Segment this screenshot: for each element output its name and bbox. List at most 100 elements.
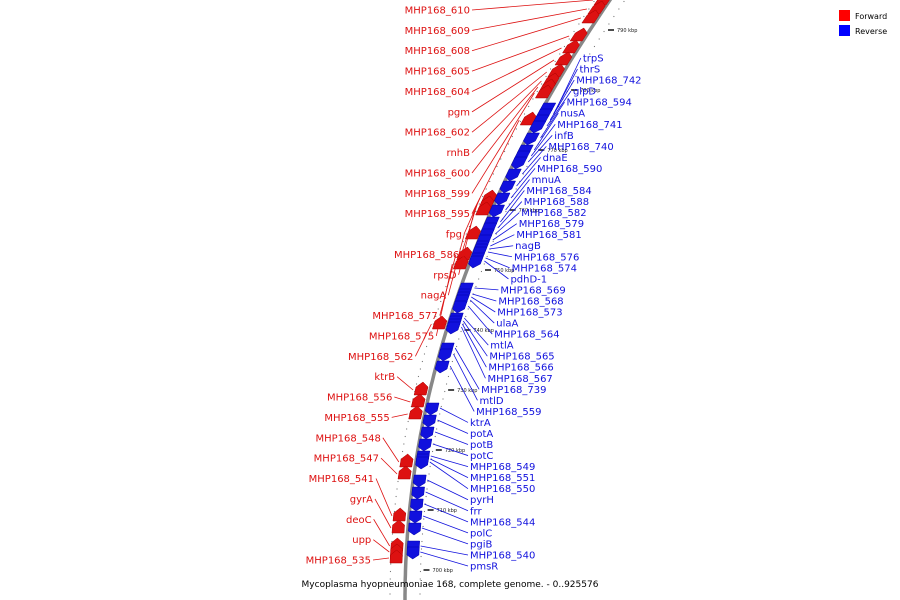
reverse-gene-leader xyxy=(516,157,541,187)
minor-tick xyxy=(511,135,513,138)
reverse-gene-leader xyxy=(424,503,469,523)
minor-tick xyxy=(613,15,615,18)
reverse-gene-leader xyxy=(505,179,530,211)
minor-tick xyxy=(445,383,448,385)
reverse-gene-leader xyxy=(530,124,556,157)
forward-gene-label: rnhB xyxy=(447,148,471,159)
minor-tick xyxy=(437,308,439,310)
reverse-gene-arrow xyxy=(412,474,427,488)
minor-tick xyxy=(425,495,427,498)
forward-gene-leader xyxy=(471,47,562,92)
minor-tick xyxy=(603,30,605,33)
reverse-gene-label: MHP168_549 xyxy=(470,462,535,473)
reverse-gene-label: ulaA xyxy=(496,319,518,330)
reverse-gene-label: MHP168_582 xyxy=(521,208,586,219)
legend-reverse-swatch xyxy=(839,25,850,36)
reverse-gene-label: MHP168_551 xyxy=(470,473,535,484)
tick-label: 790 kbp xyxy=(617,28,637,34)
reverse-gene-label: MHP168_540 xyxy=(470,550,535,561)
reverse-gene-leader xyxy=(533,112,559,151)
minor-tick xyxy=(442,398,444,400)
reverse-gene-arrow xyxy=(422,414,437,428)
minor-tick xyxy=(420,548,423,550)
forward-gene-leader xyxy=(391,413,408,418)
minor-tick xyxy=(442,293,444,295)
minor-tick xyxy=(554,60,556,63)
reverse-gene-label: MHP168_576 xyxy=(514,252,579,263)
reverse-gene-arrow xyxy=(445,321,461,335)
reverse-gene-leader xyxy=(487,251,513,258)
forward-gene-arrow xyxy=(413,381,429,396)
forward-gene-leader xyxy=(447,233,465,296)
tick-label: 750 kbp xyxy=(494,268,514,274)
minor-tick xyxy=(429,465,431,468)
reverse-gene-leader xyxy=(489,245,514,250)
forward-gene-leader xyxy=(380,457,398,475)
forward-gene-arrow xyxy=(389,549,403,564)
minor-tick xyxy=(588,8,590,10)
reverse-gene-label: MHP168_569 xyxy=(500,285,565,296)
reverse-gene-leader xyxy=(546,90,572,127)
minor-tick xyxy=(515,128,517,130)
forward-gene-arrow xyxy=(475,201,492,216)
reverse-gene-label: MHP168_550 xyxy=(470,484,535,495)
reverse-gene-label: glpD xyxy=(573,87,596,98)
minor-tick xyxy=(467,308,469,310)
forward-gene-leader xyxy=(460,203,478,255)
reverse-gene-label: pyrH xyxy=(470,495,494,506)
minor-tick xyxy=(505,210,507,213)
forward-gene-label: MHP168_535 xyxy=(306,556,371,567)
reverse-gene-arrow xyxy=(434,360,450,374)
forward-gene-arrow xyxy=(397,465,412,480)
minor-tick xyxy=(423,510,426,513)
reverse-gene-arrow xyxy=(499,180,516,194)
minor-tick xyxy=(523,113,526,115)
minor-tick xyxy=(503,150,506,153)
minor-tick xyxy=(421,533,424,535)
minor-tick xyxy=(528,105,530,108)
minor-tick xyxy=(507,143,510,145)
minor-tick xyxy=(403,443,405,445)
forward-gene-label: MHP168_556 xyxy=(327,393,392,404)
minor-tick xyxy=(404,435,406,438)
forward-gene-label: MHP168_609 xyxy=(405,26,470,37)
forward-gene-leader xyxy=(471,92,535,194)
minor-tick xyxy=(456,255,458,258)
forward-gene-leader xyxy=(471,59,555,113)
forward-gene-arrow xyxy=(408,405,423,420)
minor-tick xyxy=(419,578,421,580)
minor-tick xyxy=(440,300,442,303)
minor-tick xyxy=(415,383,418,385)
reverse-gene-leader xyxy=(434,431,469,445)
minor-tick xyxy=(423,353,426,355)
minor-tick xyxy=(417,375,420,378)
reverse-gene-arrow xyxy=(409,510,423,524)
forward-gene-arrow xyxy=(562,39,580,54)
minor-tick xyxy=(584,60,586,63)
forward-gene-label: MHP168_610 xyxy=(405,6,470,17)
reverse-gene-label: MHP168_566 xyxy=(488,363,553,374)
forward-gene-label: MHP168_562 xyxy=(348,352,413,363)
reverse-gene-label: MHP168_565 xyxy=(489,352,554,363)
forward-gene-arrow xyxy=(391,519,405,534)
minor-tick xyxy=(419,585,421,588)
forward-gene-label: MHP168_577 xyxy=(372,311,437,322)
minor-tick xyxy=(578,23,580,25)
reverse-gene-label: potB xyxy=(470,440,493,451)
reverse-gene-leader xyxy=(495,212,520,235)
forward-gene-leader xyxy=(373,519,391,547)
reverse-gene-leader xyxy=(497,201,523,229)
forward-gene-leader xyxy=(471,71,548,133)
reverse-gene-label: frr xyxy=(470,506,482,517)
forward-gene-leader xyxy=(471,35,570,72)
minor-tick xyxy=(496,165,498,168)
minor-tick xyxy=(593,0,595,3)
reverse-gene-label: pgiB xyxy=(470,539,492,550)
minor-tick xyxy=(465,233,467,235)
reverse-gene-label: trpS xyxy=(583,54,604,65)
reverse-gene-label: thrS xyxy=(580,65,601,76)
reverse-gene-label: MHP168_568 xyxy=(498,296,563,307)
forward-gene-leader xyxy=(471,0,594,11)
forward-gene-arrow xyxy=(410,393,426,408)
forward-gene-leader xyxy=(471,86,539,174)
